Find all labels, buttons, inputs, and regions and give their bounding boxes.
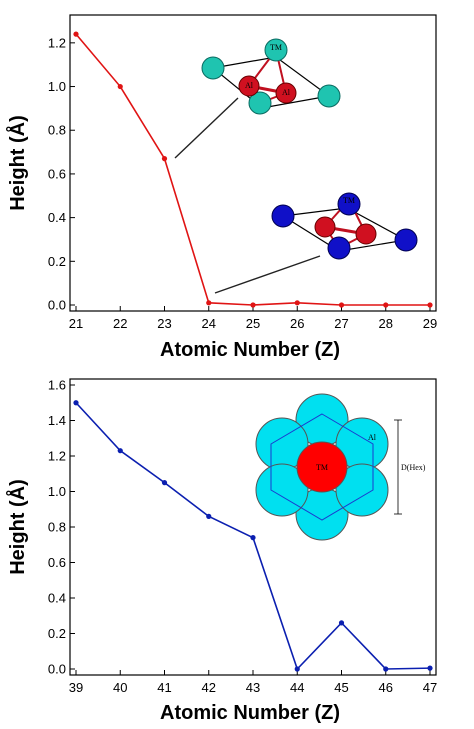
atom-red xyxy=(314,216,336,238)
atom-blue xyxy=(271,204,295,228)
y-tick-label: 1.6 xyxy=(48,378,66,393)
y-tick-label: 0.6 xyxy=(48,555,66,570)
data-point xyxy=(338,302,345,308)
data-point xyxy=(206,300,212,306)
x-tick-label: 22 xyxy=(113,316,127,331)
top-y-axis-label: Height (Å) xyxy=(5,115,29,211)
bottom-plot-frame xyxy=(69,378,437,676)
y-tick-label: 0.2 xyxy=(48,254,66,269)
bottom-chart: 39 40 41 42 43 44 45 46 47 0.0 0.2 0.4 0.6 0.8 1.0 1.2 1… xyxy=(5,378,437,725)
data-point xyxy=(427,302,433,308)
inset-label-al: Al xyxy=(282,88,291,97)
x-tick-label: 46 xyxy=(379,680,393,695)
atom-teal xyxy=(317,84,341,108)
atom-red xyxy=(275,82,297,104)
x-tick-label: 44 xyxy=(290,680,304,695)
inset-label-dhex: D(Hex) xyxy=(401,463,426,472)
y-tick-label: 1.2 xyxy=(48,449,66,464)
atom-blue xyxy=(394,228,418,252)
hex-outline xyxy=(270,413,374,521)
inset-label-al: Al xyxy=(368,433,377,442)
atom-red xyxy=(238,75,260,97)
x-tick-label: 47 xyxy=(423,680,437,695)
x-tick-label: 42 xyxy=(202,680,216,695)
y-tick-label: 1.2 xyxy=(48,35,66,50)
top-axis-ticks: 21 22 23 24 25 26 27 28 29 0.0 0.2 0.4 0.6 0.8 1.0 1.2 xyxy=(48,35,437,331)
data-point xyxy=(206,513,212,519)
data-point xyxy=(338,620,345,626)
y-tick-label: 0.0 xyxy=(48,662,66,677)
data-point xyxy=(250,302,256,308)
atom-teal xyxy=(201,56,225,80)
bottom-axis-ticks: 39 40 41 42 43 44 45 46 47 0.0 0.2 0.4 0.6 0.8 1.0 1.2 1… xyxy=(48,378,437,696)
data-point xyxy=(161,156,168,162)
inset-label-al: Al xyxy=(245,81,254,90)
top-x-axis-label: Atomic Number (Z) xyxy=(160,339,340,361)
x-tick-label: 26 xyxy=(290,316,304,331)
atom-blue xyxy=(327,236,351,260)
data-point xyxy=(161,480,168,486)
data-point xyxy=(383,666,389,672)
y-tick-label: 0.2 xyxy=(48,626,66,641)
atom-tm-center xyxy=(296,441,348,493)
x-tick-label: 21 xyxy=(69,316,83,331)
top-plot-frame xyxy=(69,14,437,312)
atom-teal xyxy=(248,91,272,115)
x-tick-label: 39 xyxy=(69,680,83,695)
atom-al xyxy=(255,463,309,517)
y-tick-label: 1.0 xyxy=(48,79,66,94)
data-point xyxy=(250,535,256,541)
x-tick-label: 24 xyxy=(202,316,216,331)
atom-al xyxy=(335,463,389,517)
x-tick-label: 45 xyxy=(334,680,348,695)
series-line xyxy=(75,33,430,306)
x-tick-label: 28 xyxy=(379,316,393,331)
x-tick-label: 29 xyxy=(423,316,437,331)
top-inset-teal-cluster: TM Al Al xyxy=(174,38,341,159)
data-point xyxy=(294,300,300,306)
data-point xyxy=(427,665,433,671)
y-tick-label: 1.4 xyxy=(48,413,66,428)
atom-red xyxy=(355,223,377,245)
bottom-y-axis-label: Height (Å) xyxy=(5,479,29,575)
data-point xyxy=(117,83,123,90)
y-tick-label: 0.6 xyxy=(48,166,66,181)
top-series xyxy=(73,31,433,308)
inset-pointer-line-1 xyxy=(174,97,239,159)
inset-label-tm: TM xyxy=(343,196,355,205)
x-tick-label: 25 xyxy=(246,316,260,331)
bottom-x-axis-label: Atomic Number (Z) xyxy=(160,702,340,724)
data-point xyxy=(117,448,123,454)
y-tick-label: 1.0 xyxy=(48,484,66,499)
top-inset-blue-cluster: TM xyxy=(214,192,418,294)
x-tick-label: 40 xyxy=(113,680,127,695)
x-tick-label: 43 xyxy=(246,680,260,695)
y-tick-label: 0.8 xyxy=(48,123,66,138)
data-point xyxy=(73,400,79,406)
data-point xyxy=(383,302,389,308)
x-tick-label: 27 xyxy=(334,316,348,331)
top-chart: 21 22 23 24 25 26 27 28 290.00.20.40.60.81.01.2 … xyxy=(5,14,437,361)
x-tick-label: 41 xyxy=(157,680,171,695)
data-point xyxy=(73,31,79,37)
x-tick-label: 23 xyxy=(157,316,171,331)
inset-label-tm: TM xyxy=(270,43,282,52)
bottom-series xyxy=(73,400,433,672)
atom-tm xyxy=(264,38,288,62)
atom-tm xyxy=(337,192,361,216)
inset-pointer-line-2 xyxy=(214,255,321,294)
y-tick-label: 0.4 xyxy=(48,591,66,606)
data-point xyxy=(294,666,300,672)
bottom-inset-hex-cluster: TM Al D(Hex) xyxy=(255,393,426,541)
y-tick-label: 0.0 xyxy=(48,298,66,313)
y-tick-label: 0.8 xyxy=(48,520,66,535)
inset-label-tm: TM xyxy=(316,463,328,472)
y-tick-label: 0.4 xyxy=(48,210,66,225)
